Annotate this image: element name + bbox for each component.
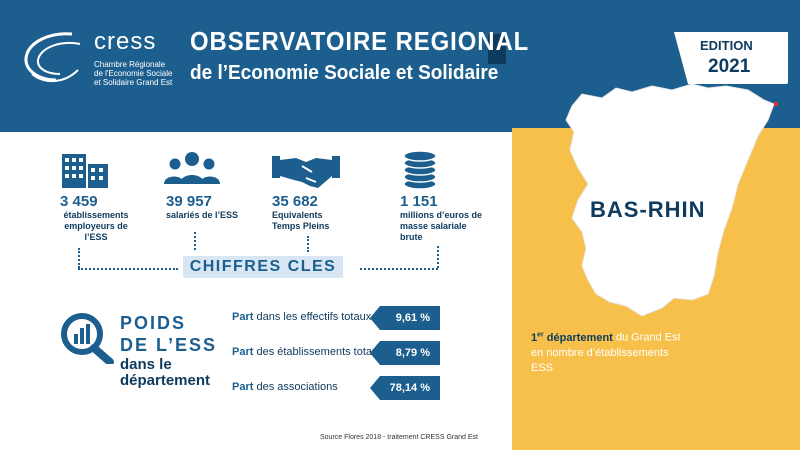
key-figure-establishments: 3 459 établissements employeurs de l’ESS	[60, 193, 140, 243]
edition-badge: EDITION 2021	[674, 32, 788, 84]
connector-dots	[78, 268, 178, 270]
rank-suffix: er	[537, 331, 544, 338]
key-figure-value: 39 957	[166, 193, 212, 210]
poids-subtitle: dans le département	[120, 357, 210, 389]
part-label: des établissements totaux	[253, 346, 384, 358]
cress-swoosh-icon	[24, 32, 81, 82]
region-map	[565, 83, 778, 317]
part-row-etablissements: Part des établissements totaux	[232, 346, 384, 358]
part-prefix: Part	[232, 346, 254, 358]
key-figure-label: salariés de l’ESS	[166, 210, 239, 220]
magnifier-chart-icon	[61, 313, 114, 364]
page-subtitle: de l’Economie Sociale et Solidaire	[190, 62, 499, 84]
part-row-effectifs: Part dans les effectifs totaux	[232, 311, 371, 323]
title-accent-bar	[488, 34, 506, 64]
key-figure-value: 1 151	[400, 193, 438, 210]
page-title: OBSERVATOIRE REGIONAL	[190, 26, 530, 56]
key-figure-etp: 35 682 Equivalents Temps Pleins	[272, 193, 362, 232]
connector-dots	[437, 246, 439, 268]
part-value-badge: 8,79 %	[370, 341, 440, 365]
part-value-badge: 78,14 %	[370, 376, 440, 400]
connector-dots	[78, 248, 80, 268]
handshake-icon	[272, 156, 340, 188]
connector-dots	[360, 268, 438, 270]
key-figure-value: 35 682	[272, 193, 318, 210]
part-value-badge: 9,61 %	[370, 306, 440, 330]
logo-subtitle-line: et Solidaire Grand Est	[94, 78, 173, 87]
source-note: Source Flores 2018 - traitement CRESS Gr…	[320, 434, 478, 441]
part-label: des associations	[253, 381, 338, 393]
poids-title-line: DE L’ESS	[120, 335, 218, 355]
building-icon	[62, 154, 108, 188]
region-rank-text: 1er département du Grand Est en nombre d…	[531, 327, 681, 376]
part-prefix: Part	[232, 311, 254, 323]
poids-subtitle-line: dans le	[120, 356, 172, 373]
key-figure-label: millions d’euros de masse salariale brut…	[400, 210, 483, 242]
logo-subtitle: Chambre Régionale de l'Economie Sociale …	[94, 60, 194, 87]
key-figure-label: Equivalents Temps Pleins	[272, 210, 330, 231]
edition-label: EDITION	[700, 38, 753, 53]
part-prefix: Part	[232, 381, 254, 393]
logo-subtitle-line: Chambre Régionale	[94, 60, 166, 69]
key-figure-payroll: 1 151 millions d’euros de masse salarial…	[400, 193, 490, 243]
people-icon	[164, 152, 220, 184]
poids-subtitle-line: département	[120, 372, 211, 389]
key-figure-label: établissements employeurs de l’ESS	[63, 210, 129, 242]
rank-rest: du Grand Est en nombre d’établissements …	[531, 331, 681, 374]
coins-icon	[403, 150, 437, 190]
cress-logo: cress Chambre Régionale de l'Economie So…	[20, 24, 180, 94]
rank-number: 1	[531, 331, 538, 344]
logo-word: cress	[94, 28, 157, 55]
rank-bold: département	[543, 331, 613, 344]
region-name: BAS-RHIN	[590, 197, 706, 222]
poids-title: POIDS DE L’ESS	[120, 312, 217, 356]
poids-title-line: POIDS	[120, 313, 187, 333]
chiffres-cles-label: CHIFFRES CLES	[183, 256, 343, 278]
connector-dots	[194, 232, 196, 250]
key-figure-employees: 39 957 salariés de l’ESS	[166, 193, 256, 221]
part-row-associations: Part des associations	[232, 381, 338, 393]
logo-subtitle-line: de l'Economie Sociale	[94, 69, 173, 78]
part-label: dans les effectifs totaux	[253, 311, 372, 323]
key-figure-value: 3 459	[60, 193, 98, 210]
connector-dots	[307, 236, 309, 252]
edition-year: 2021	[708, 56, 751, 77]
